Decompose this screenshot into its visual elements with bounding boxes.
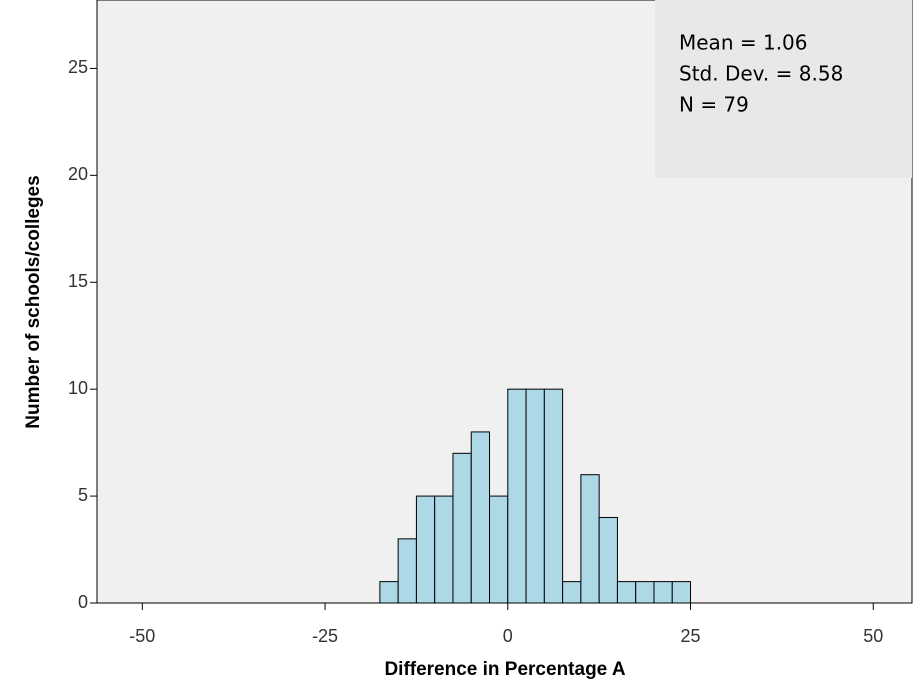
stats-annotation: Mean = 1.06	[679, 31, 808, 55]
bar	[635, 581, 655, 604]
y-tick-label: 10	[68, 378, 88, 398]
bar	[671, 581, 692, 604]
bar	[452, 452, 472, 604]
bar	[598, 516, 618, 604]
bar	[434, 495, 454, 604]
bar	[543, 388, 564, 604]
y-tick-label: 25	[68, 57, 88, 77]
stats-box	[655, 0, 912, 178]
stats-annotation: N = 79	[679, 93, 749, 117]
y-tick-label: 5	[78, 485, 88, 505]
x-tick-label: 25	[681, 626, 701, 646]
y-tick-label: 20	[68, 164, 88, 184]
bar	[489, 495, 509, 604]
stats-annotation: Std. Dev. = 8.58	[679, 62, 843, 86]
y-tick-label: 15	[68, 271, 88, 291]
x-tick-label: 50	[863, 626, 883, 646]
bar	[415, 495, 436, 604]
bar	[470, 431, 491, 604]
bar	[580, 474, 600, 604]
bar	[507, 388, 527, 604]
x-tick-label: -25	[312, 626, 338, 646]
bar	[379, 581, 399, 604]
x-tick-label: 0	[503, 626, 513, 646]
bar	[525, 388, 545, 604]
x-axis-label: Difference in Percentage A	[384, 659, 625, 680]
bar	[397, 538, 417, 604]
x-tick-label: -50	[129, 626, 155, 646]
y-tick-label: 0	[78, 592, 88, 612]
bar	[562, 581, 582, 604]
bar	[653, 581, 673, 604]
y-axis-label: Number of schools/colleges	[23, 175, 44, 428]
bar	[616, 581, 637, 604]
